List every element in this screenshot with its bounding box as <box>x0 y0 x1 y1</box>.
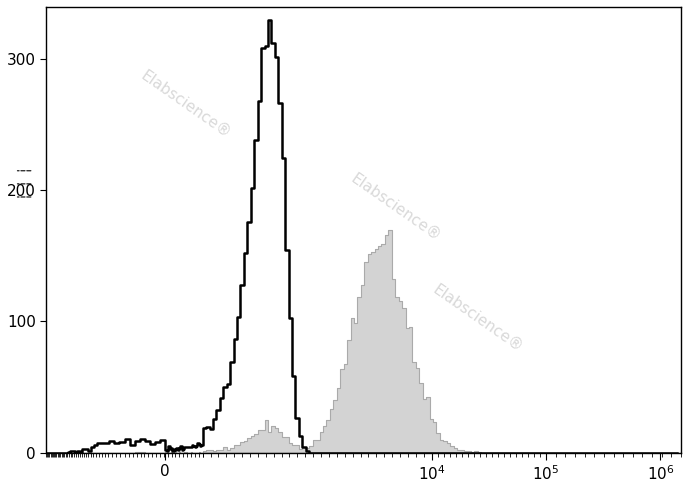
Text: Elabscience®: Elabscience® <box>430 282 526 355</box>
Text: Elabscience®: Elabscience® <box>138 69 234 142</box>
Text: Elabscience®: Elabscience® <box>347 171 443 244</box>
